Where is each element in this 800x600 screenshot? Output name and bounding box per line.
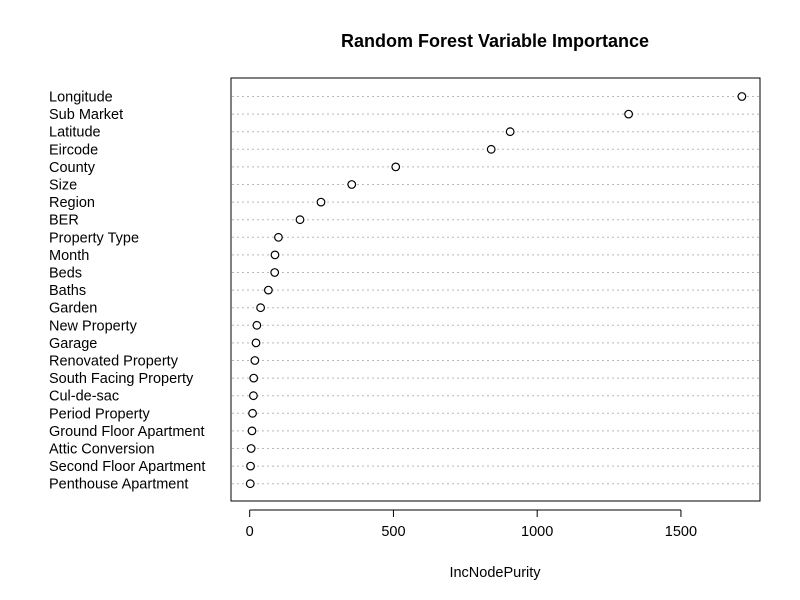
data-point (249, 373, 259, 383)
data-point (245, 479, 255, 489)
data-point (251, 338, 261, 348)
category-label: Latitude (49, 125, 101, 141)
x-tick-label: 1000 (521, 524, 553, 540)
x-tick-label: 0 (246, 524, 254, 540)
data-point (270, 250, 280, 260)
plot-frame (230, 77, 761, 502)
category-label: BER (49, 213, 79, 229)
category-label: Garden (49, 301, 97, 317)
category-label: Attic Conversion (49, 442, 155, 458)
data-point (249, 391, 258, 401)
category-label: Baths (49, 283, 86, 299)
data-point (624, 109, 634, 119)
x-axis: 0 500 1000 1500 (246, 509, 697, 540)
x-tick-label: 1500 (665, 524, 697, 540)
category-label: Period Property (49, 406, 150, 422)
data-point (270, 268, 280, 277)
category-label: Size (49, 178, 77, 194)
data-point (737, 92, 747, 101)
data-point (250, 356, 260, 365)
category-label: South Facing Property (49, 371, 194, 387)
data-point (263, 285, 273, 295)
data-point (486, 144, 496, 154)
data-point (247, 426, 257, 436)
data-point (274, 232, 283, 242)
data-point (246, 461, 255, 471)
gridlines (232, 96, 759, 485)
category-label: Second Floor Apartment (49, 459, 205, 475)
data-point (316, 197, 326, 207)
category-label: Property Type (49, 230, 139, 246)
category-label: Eircode (49, 142, 98, 158)
data-point (347, 180, 357, 189)
category-label: Garage (49, 336, 97, 352)
data-point (252, 320, 262, 330)
data-point (256, 303, 266, 313)
category-label: Month (49, 248, 89, 264)
data-point (248, 408, 257, 418)
data-point (391, 162, 401, 172)
data-point (246, 444, 256, 453)
category-label: Sub Market (49, 107, 123, 123)
x-tick-label: 500 (381, 524, 405, 540)
category-label: Penthouse Apartment (49, 477, 188, 493)
category-label: New Property (49, 318, 138, 334)
category-label: Beds (49, 266, 82, 282)
data-point (295, 215, 305, 225)
data-points (245, 92, 747, 489)
category-label: Cul-de-sac (49, 389, 119, 405)
x-axis-title: IncNodePurity (449, 565, 541, 581)
chart-title: Random Forest Variable Importance (341, 31, 649, 51)
category-label: Longitude (49, 90, 113, 106)
category-label: Renovated Property (49, 354, 179, 370)
category-label: Ground Floor Apartment (49, 424, 205, 440)
data-point (505, 127, 515, 137)
category-label: County (49, 160, 96, 176)
category-label: Region (49, 195, 95, 211)
